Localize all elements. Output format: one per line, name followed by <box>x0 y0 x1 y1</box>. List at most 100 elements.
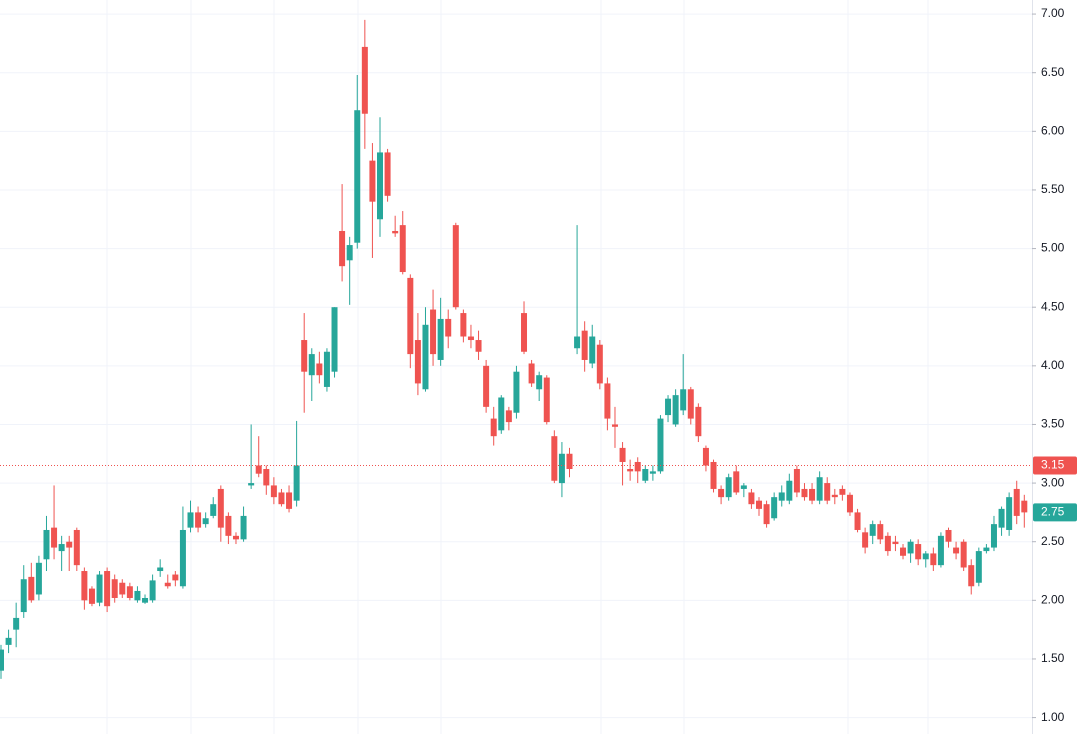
candle-body <box>1021 500 1028 513</box>
candle-body <box>718 488 725 498</box>
candle-body <box>483 365 490 407</box>
candle-body <box>210 504 217 516</box>
candle-body <box>88 588 95 604</box>
candle-body <box>490 418 497 437</box>
candle-body <box>611 424 618 427</box>
candle-body <box>937 535 944 566</box>
candle-body <box>983 547 990 552</box>
candle-body <box>968 565 975 587</box>
candle-body <box>953 547 960 554</box>
candle-body <box>627 469 634 472</box>
candle-body <box>119 582 126 595</box>
candle-body <box>13 617 20 630</box>
candle-body <box>0 649 4 671</box>
candle-body <box>649 471 656 474</box>
candle-body <box>733 471 740 493</box>
candle-body <box>255 465 262 474</box>
y-tick-label: 2.50 <box>1041 534 1065 548</box>
candle-body <box>839 488 846 495</box>
candle-body <box>566 453 573 470</box>
candle-body <box>884 535 891 552</box>
candle-body <box>73 529 80 566</box>
y-tick-label: 4.50 <box>1041 299 1065 313</box>
candle-body <box>634 461 641 472</box>
candle-body <box>687 389 694 419</box>
candle-body <box>528 363 535 384</box>
price-label: 2.75 <box>1041 505 1065 519</box>
candle-body <box>369 160 376 202</box>
candle-body <box>642 469 649 481</box>
candle-body <box>778 492 785 501</box>
y-tick-label: 7.00 <box>1041 6 1065 20</box>
y-tick-label: 4.00 <box>1041 358 1065 372</box>
candle-body <box>892 541 899 545</box>
y-tick-label: 6.00 <box>1041 123 1065 137</box>
candle-body <box>725 477 732 498</box>
candle-body <box>498 397 505 431</box>
candle-body <box>316 363 323 376</box>
candle-body <box>990 524 997 548</box>
candle-body <box>20 579 27 613</box>
y-tick-label: 1.50 <box>1041 651 1065 665</box>
candle-body <box>702 447 709 466</box>
candle-body <box>308 354 315 376</box>
candle-body <box>384 152 391 196</box>
candle-body <box>422 324 429 390</box>
candle-body <box>846 494 853 513</box>
candle-body <box>278 492 285 505</box>
candle-body <box>831 494 838 498</box>
candle-body <box>331 307 338 372</box>
candle-body <box>232 535 239 540</box>
candle-body <box>51 527 58 548</box>
candle-body <box>195 512 202 528</box>
price-label-box <box>1033 503 1077 522</box>
candle-body <box>824 483 831 501</box>
candle-body <box>543 377 550 423</box>
candle-body <box>323 351 330 387</box>
candle-body <box>786 480 793 501</box>
candle-body <box>399 225 406 273</box>
candle-body <box>907 541 914 554</box>
candle-body <box>922 553 929 560</box>
candle-body <box>414 340 421 384</box>
y-tick-label: 6.50 <box>1041 65 1065 79</box>
candle-body <box>58 544 65 552</box>
candle-body <box>354 110 361 243</box>
candle-body <box>66 541 73 548</box>
candle-body <box>149 580 156 601</box>
candle-body <box>377 152 383 220</box>
candle-body <box>134 590 141 601</box>
candle-body <box>111 579 118 598</box>
candle-body <box>142 597 149 603</box>
candle-body <box>452 225 459 308</box>
y-tick-label: 5.50 <box>1041 182 1065 196</box>
candle-body <box>710 461 717 489</box>
candle-body <box>877 524 884 540</box>
candle-body <box>551 436 558 481</box>
candle-body <box>740 485 747 489</box>
candle-body <box>301 340 308 372</box>
candle-body <box>581 330 588 360</box>
price-label: 3.15 <box>1041 458 1065 472</box>
candle-body <box>771 497 778 519</box>
candle-body <box>756 500 762 509</box>
candle-body <box>263 469 270 486</box>
candle-body <box>801 488 808 498</box>
candle-body <box>763 504 770 525</box>
candle-body <box>475 340 482 352</box>
candle-body <box>869 524 876 536</box>
y-tick-label: 3.50 <box>1041 417 1065 431</box>
candle-body <box>445 318 452 337</box>
candle-body <box>596 344 603 384</box>
candle-body <box>270 485 277 498</box>
candle-body <box>960 541 967 568</box>
candle-body <box>164 582 171 587</box>
candle-body <box>407 277 414 355</box>
candle-body <box>695 406 702 437</box>
candle-body <box>104 571 111 607</box>
candle-body <box>437 318 444 360</box>
candle-body <box>1006 497 1013 530</box>
candle-body <box>816 477 823 501</box>
candle-body <box>672 395 679 425</box>
candle-body <box>96 574 103 603</box>
